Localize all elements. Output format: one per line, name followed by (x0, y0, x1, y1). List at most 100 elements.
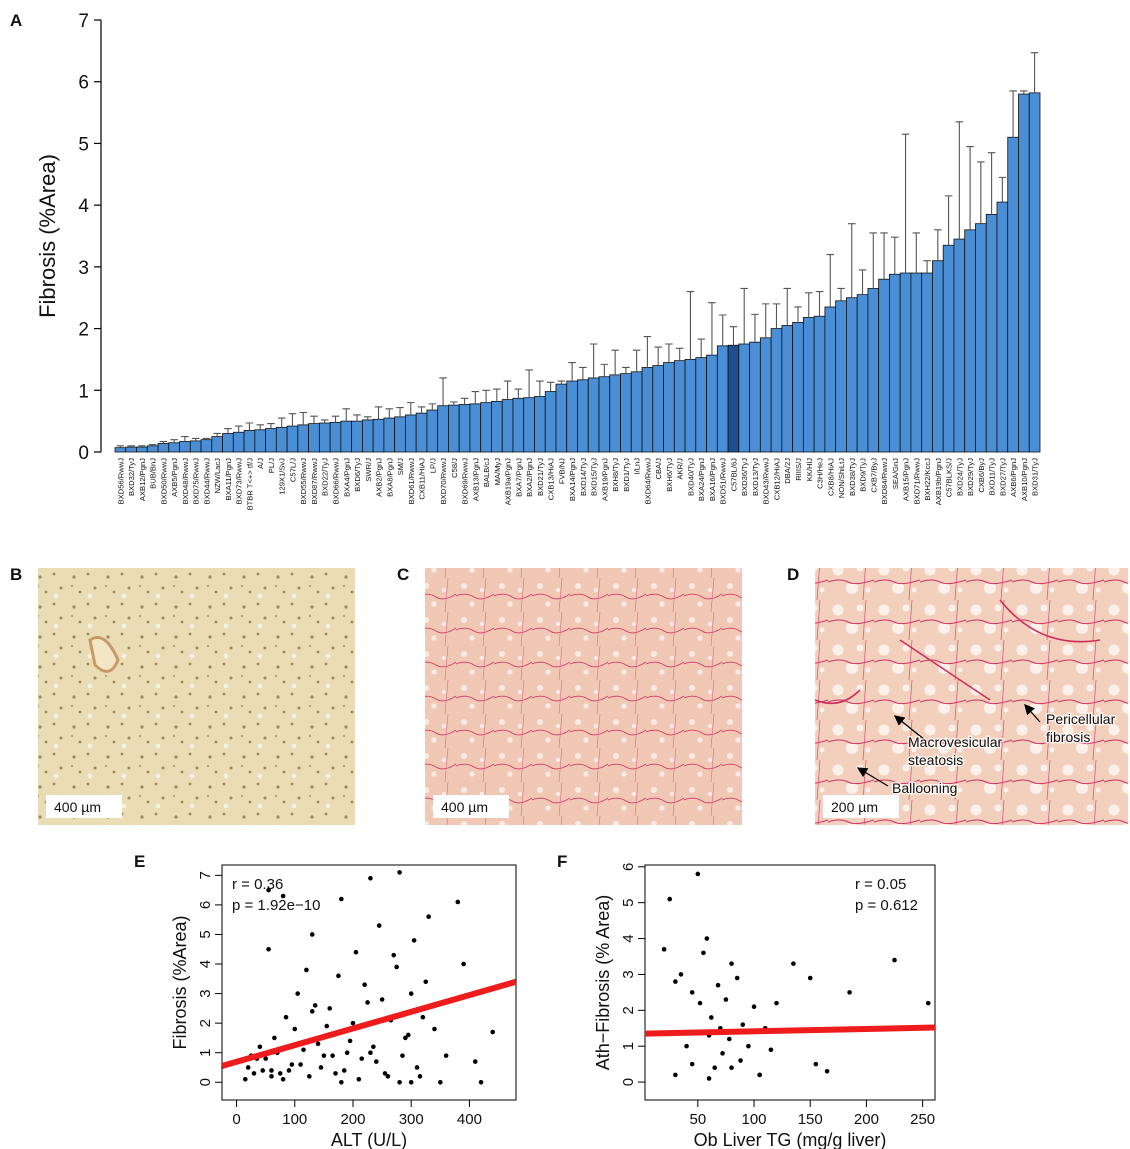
x-tick-label: NON/ShiLtJ (837, 458, 846, 498)
bar (598, 376, 611, 453)
x-tick-label: BXD6/TyJ (353, 458, 362, 492)
x-tick-label: BXA16/PgnJ (708, 458, 717, 501)
point (272, 1035, 277, 1041)
x-tick-label: C3H/HeJ (816, 458, 825, 489)
point (292, 1026, 298, 1032)
point (263, 1056, 268, 1061)
x-tick-label: BXD84/RwwJ (880, 458, 889, 505)
x-tick-label: BXD22/TyJ (321, 458, 330, 496)
bar (372, 418, 385, 453)
error-bar (751, 313, 759, 343)
x-tick-label: BXA4/PgnJ (342, 458, 351, 497)
point (245, 1065, 251, 1070)
point (472, 1059, 478, 1064)
bar (953, 238, 966, 453)
point (727, 1036, 732, 1042)
point (307, 1074, 312, 1079)
point (397, 870, 402, 875)
error-bar (1030, 52, 1039, 93)
bar (200, 439, 213, 453)
point (684, 1043, 689, 1049)
bar (867, 288, 880, 453)
bar (706, 354, 718, 453)
bar (426, 409, 439, 453)
error-bar (417, 406, 426, 414)
bar (286, 425, 299, 453)
point (420, 1014, 426, 1020)
bar (975, 223, 987, 453)
error-bar (159, 440, 168, 444)
x-tick-label: BXD61/RwwJ (407, 458, 416, 505)
point (455, 899, 461, 905)
x-tick-label: BXD44/RwwJ (202, 458, 211, 505)
bar (394, 416, 406, 453)
point (408, 1079, 414, 1085)
x-tick-label: 200 (854, 1111, 879, 1128)
bar (577, 379, 589, 453)
error-bar (826, 253, 835, 307)
x-tick-label: DBA/2J (783, 458, 792, 484)
x-tick-label: BXD11/TyJ (988, 458, 997, 496)
bar (297, 424, 310, 453)
error-bar (783, 287, 792, 326)
y-tick-label: 0 (78, 443, 89, 464)
bar (695, 357, 707, 453)
bar (749, 341, 761, 453)
x-tick-label: BXD64/RwwJ (643, 458, 652, 505)
x-tick-label: BXA14/PgnJ (568, 458, 577, 501)
x-tick-label: 400 (457, 1111, 482, 1128)
bar (383, 417, 396, 453)
x-tick-label: BXD13/TyJ (751, 458, 760, 496)
panel-letter: B (10, 565, 22, 584)
bar (835, 300, 847, 453)
bar (587, 377, 600, 453)
point (385, 1074, 391, 1079)
point (751, 1004, 757, 1010)
y-tick-label: 6 (78, 73, 89, 94)
error-bar (363, 416, 372, 420)
point (478, 1079, 484, 1085)
x-tick-label: CXB8/HiAJ (826, 458, 835, 496)
point (289, 1062, 295, 1067)
point (715, 982, 721, 988)
bar (738, 343, 750, 453)
x-tick-label: CBA/J (654, 458, 663, 480)
bar (824, 306, 837, 453)
point (925, 1000, 931, 1006)
bar (813, 315, 826, 453)
bar (985, 213, 998, 453)
error-bar (213, 432, 221, 437)
y-tick-label: 3 (197, 989, 214, 997)
x-tick-label: 250 (910, 1111, 935, 1128)
bar (932, 260, 944, 453)
point (689, 990, 695, 995)
bar (566, 380, 578, 453)
x-tick-label: BXD66/RwwJ (331, 458, 340, 505)
histology-image (425, 568, 742, 825)
point (892, 957, 897, 963)
bar (770, 328, 783, 453)
y-tick-label: 5 (78, 134, 89, 155)
point (309, 932, 315, 937)
error-bar (256, 424, 264, 430)
y-tick-label: 4 (620, 934, 637, 942)
x-tick-label: AXB5/PgnJ (170, 458, 179, 497)
fit-line (222, 978, 516, 1069)
bar (491, 400, 503, 453)
x-tick-label: C58/J (450, 458, 459, 478)
bar (211, 436, 223, 453)
error-bar (385, 408, 394, 419)
point (426, 914, 431, 920)
point (266, 887, 271, 893)
point (373, 1059, 379, 1064)
error-bar (181, 436, 189, 442)
x-tick-label: BXD48/RwwJ (181, 458, 190, 505)
x-tick-label: CXB12/HiAJ (772, 458, 781, 500)
bar (243, 429, 256, 453)
point (791, 961, 796, 966)
y-tick-label: 6 (620, 863, 637, 871)
histology-image (38, 568, 355, 825)
error-bar (267, 423, 275, 429)
